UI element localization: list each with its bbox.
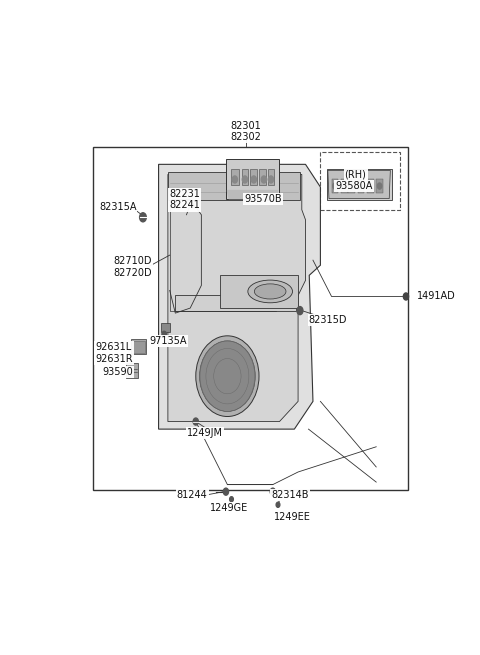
Circle shape: [223, 488, 228, 495]
Bar: [348, 179, 355, 193]
Circle shape: [403, 293, 408, 300]
Bar: [367, 179, 373, 193]
Polygon shape: [168, 172, 300, 200]
Circle shape: [242, 176, 248, 183]
Bar: [332, 179, 338, 193]
Text: 1491AD: 1491AD: [417, 291, 456, 301]
Ellipse shape: [196, 336, 259, 417]
Ellipse shape: [248, 280, 292, 303]
Bar: [241, 170, 248, 185]
Bar: [341, 179, 348, 193]
Bar: [259, 170, 266, 185]
Circle shape: [140, 213, 146, 222]
Circle shape: [377, 183, 382, 189]
Bar: [94, 147, 408, 490]
Text: 1249EE: 1249EE: [274, 512, 311, 523]
Text: 1249GE: 1249GE: [210, 503, 248, 514]
Bar: [267, 170, 274, 185]
Text: 93580A: 93580A: [335, 181, 372, 191]
Bar: [132, 341, 145, 353]
Text: 82314B: 82314B: [271, 490, 309, 500]
Circle shape: [261, 176, 266, 183]
Circle shape: [229, 496, 233, 502]
Circle shape: [193, 418, 198, 425]
Polygon shape: [328, 170, 390, 198]
Text: 82315D: 82315D: [309, 314, 347, 325]
Bar: [327, 170, 392, 200]
Circle shape: [270, 488, 276, 495]
Text: 82301
82302: 82301 82302: [230, 121, 262, 142]
Circle shape: [232, 176, 238, 183]
Text: 82710D
82720D: 82710D 82720D: [113, 256, 152, 278]
Circle shape: [276, 502, 280, 507]
Circle shape: [297, 307, 303, 314]
Polygon shape: [226, 159, 279, 198]
Circle shape: [162, 331, 167, 337]
Polygon shape: [168, 174, 305, 422]
Polygon shape: [158, 164, 321, 429]
Circle shape: [359, 183, 363, 189]
Polygon shape: [220, 275, 298, 308]
Text: 93590: 93590: [102, 367, 133, 377]
Text: 92631L
92631R: 92631L 92631R: [95, 342, 133, 364]
Circle shape: [349, 183, 354, 189]
Ellipse shape: [254, 284, 286, 299]
Text: 93570B: 93570B: [244, 194, 282, 204]
Circle shape: [268, 176, 274, 183]
Bar: [251, 170, 257, 185]
Polygon shape: [228, 191, 277, 198]
Bar: [321, 152, 400, 210]
Bar: [231, 170, 240, 185]
Circle shape: [342, 183, 347, 189]
Text: 97135A: 97135A: [149, 336, 187, 346]
Bar: [132, 339, 146, 354]
Bar: [161, 323, 170, 332]
Polygon shape: [175, 295, 296, 310]
Text: 82315A: 82315A: [99, 202, 136, 212]
Circle shape: [333, 183, 337, 189]
Text: 81244: 81244: [177, 490, 207, 500]
Text: 1249JM: 1249JM: [187, 428, 223, 438]
Bar: [376, 179, 383, 193]
Text: (RH): (RH): [345, 170, 366, 179]
Circle shape: [368, 183, 372, 189]
Circle shape: [251, 176, 256, 183]
Bar: [126, 363, 138, 378]
Bar: [358, 179, 364, 193]
Text: 82231
82241: 82231 82241: [169, 189, 200, 210]
Ellipse shape: [200, 341, 255, 411]
